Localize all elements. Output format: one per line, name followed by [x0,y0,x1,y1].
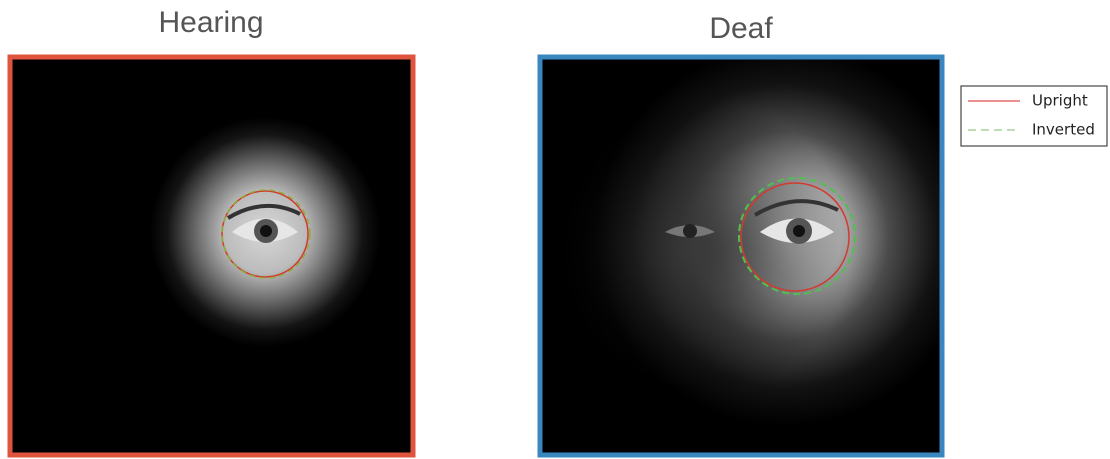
legend: Upright Inverted [960,85,1108,147]
inverted-region [221,189,311,279]
legend-label: Inverted [1032,121,1095,139]
legend-box [960,85,1108,147]
panel-title: Deaf [709,12,773,45]
panel-title: Hearing [158,6,263,39]
legend-label: Upright [1032,92,1088,110]
eye [665,199,839,244]
heatmap [12,59,411,453]
eye [226,203,301,243]
heatmap [542,59,940,453]
upright-region [221,190,309,278]
inverted-region [738,177,856,295]
upright-region [740,182,850,292]
